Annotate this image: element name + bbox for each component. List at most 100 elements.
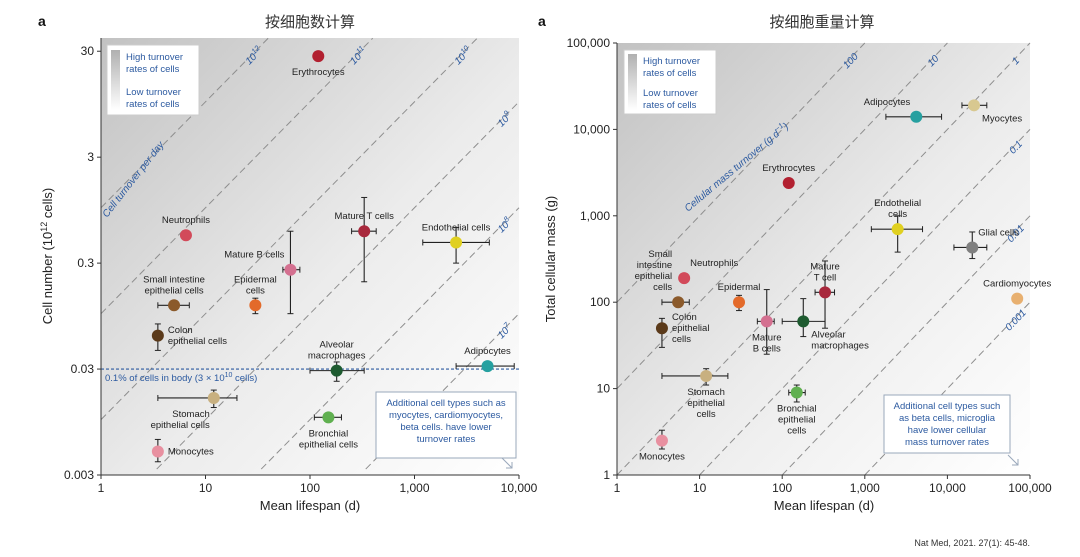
point-label-line: cells xyxy=(672,334,691,345)
diagonal-label: 1 xyxy=(1010,55,1022,67)
turnover-diagonal xyxy=(616,42,866,303)
diagonal-label-exp: 9 xyxy=(502,108,512,118)
reference-hline-label-main: 0.1% of cells in body (3 × 10 xyxy=(105,373,225,384)
point-label-line: Endothelial xyxy=(874,198,921,209)
note-box: Additional cell types such as myocytes, … xyxy=(375,391,517,469)
data-point: Alveolar macrophages xyxy=(308,340,366,382)
data-point: Endothelial cells xyxy=(870,198,924,253)
point-label-line: Cardiomyocytes xyxy=(983,279,1051,290)
data-point: Neutrophils xyxy=(162,215,210,242)
point-label: Erythrocytes xyxy=(762,163,815,174)
point-marker xyxy=(284,263,297,276)
y-tick-label: 3 xyxy=(87,150,94,164)
point-marker xyxy=(481,360,494,373)
data-point: Adipocytes xyxy=(864,97,943,123)
diagonal-label-exp: 8 xyxy=(502,214,512,224)
y-tick-label: 1,000 xyxy=(580,209,610,223)
point-marker xyxy=(168,299,181,312)
point-label: Mature T cells xyxy=(335,211,395,222)
point-label-line: Erythrocytes xyxy=(292,67,345,78)
legend: High turnover rates of cells Low turnove… xyxy=(106,44,200,116)
y-tick-label: 10,000 xyxy=(573,122,610,136)
data-point: Monocytes xyxy=(639,429,685,463)
point-label-line: epithelial xyxy=(635,271,673,282)
data-point: Mature T cell xyxy=(810,260,840,329)
chart-title: 按细胞重量计算 xyxy=(769,13,874,31)
turnover-diagonal xyxy=(100,37,374,315)
data-point: Adipocytes xyxy=(455,346,515,373)
point-marker xyxy=(819,286,832,299)
note-line-3: beta cells. have lower xyxy=(400,422,491,433)
point-label-line: macrophages xyxy=(308,351,366,362)
point-label-line: Monocytes xyxy=(639,452,685,463)
point-label-line: Colon xyxy=(168,325,193,336)
point-marker xyxy=(207,391,220,404)
point-label-line: epithelial xyxy=(672,323,710,334)
note-box: Additional cell types such as beta cells… xyxy=(883,394,1019,466)
data-point: Colon epithelial cells xyxy=(655,312,710,348)
point-label-line: cells xyxy=(787,426,806,437)
point-marker xyxy=(151,445,164,458)
turnover-diagonal xyxy=(260,207,520,470)
x-axis-label: Mean lifespan (d) xyxy=(774,498,874,513)
point-marker xyxy=(358,225,371,238)
point-label-line: epithelial cells xyxy=(151,420,210,431)
point-label-line: epithelial cells xyxy=(299,439,358,450)
note-line-1: Additional cell types such xyxy=(894,401,1001,412)
point-label-line: Adipocytes xyxy=(864,97,911,108)
data-point: Bronchial epithelial cells xyxy=(299,411,358,450)
data-points: Adipocytes Myocytes Erythrocytes Endothelia… xyxy=(635,97,1052,463)
note-box-frame xyxy=(375,391,517,459)
point-label: Neutrophils xyxy=(690,258,738,269)
point-label-line: epithelial cells xyxy=(168,336,227,347)
data-point: Erythrocytes xyxy=(762,163,815,189)
point-label-line: intestine xyxy=(637,260,672,271)
y-ticks: 1 10 100 1,000 10,000 100,000 xyxy=(567,36,617,482)
x-tick-label: 1,000 xyxy=(850,481,880,495)
data-point: Alveolar macrophages xyxy=(781,298,869,351)
point-label-line: Neutrophils xyxy=(690,258,738,269)
point-label-line: Epidermal xyxy=(234,274,277,285)
point-label-line: cells xyxy=(888,209,907,220)
data-point: Glial cells xyxy=(953,227,1019,260)
turnover-diagonal xyxy=(616,42,948,389)
y-tick-label: 10 xyxy=(597,382,611,396)
turnover-diagonal xyxy=(156,101,520,470)
point-marker xyxy=(733,296,746,309)
chart-title: 按细胞数计算 xyxy=(265,13,355,31)
point-label-line: Alveolar xyxy=(320,340,354,351)
x-tick-label: 10,000 xyxy=(501,481,538,495)
point-label-line: Epidermal xyxy=(718,282,761,293)
point-label: Mature B cells xyxy=(752,332,782,354)
turnover-diagonal xyxy=(781,215,1031,476)
x-tick-label: 100 xyxy=(300,481,320,495)
point-marker xyxy=(249,299,262,312)
point-label: Erythrocytes xyxy=(292,67,345,78)
point-label-line: Small xyxy=(648,249,672,260)
y-axis-label: Cell number (1012 cells) xyxy=(39,188,55,324)
data-point: Stomach epithelial cells xyxy=(661,368,729,420)
y-tick-label: 0.3 xyxy=(77,256,94,270)
point-label-line: Colon xyxy=(672,312,697,323)
point-label: Adipocytes xyxy=(864,97,911,108)
point-label-line: B cells xyxy=(753,343,781,354)
data-point: Epidermal xyxy=(718,282,761,312)
point-label: Glial cells xyxy=(978,227,1019,238)
note-line-4: mass turnover rates xyxy=(905,437,989,448)
point-marker xyxy=(1011,292,1024,305)
point-label-line: epithelial xyxy=(778,415,816,426)
point-label-line: Monocytes xyxy=(168,446,214,457)
data-point: Mature B cells xyxy=(224,230,301,315)
data-point: Colon epithelial cells xyxy=(151,323,227,351)
y-tick-label: 0.03 xyxy=(71,362,95,376)
point-marker xyxy=(797,315,810,328)
point-marker xyxy=(151,329,164,342)
point-label: Monocytes xyxy=(639,452,685,463)
legend-low-2: rates of cells xyxy=(126,99,180,110)
y-tick-label: 0.003 xyxy=(64,468,94,482)
point-label: Alveolar macrophages xyxy=(308,340,366,362)
point-label-line: Neutrophils xyxy=(162,215,210,226)
data-point: Neutrophils xyxy=(678,258,738,285)
